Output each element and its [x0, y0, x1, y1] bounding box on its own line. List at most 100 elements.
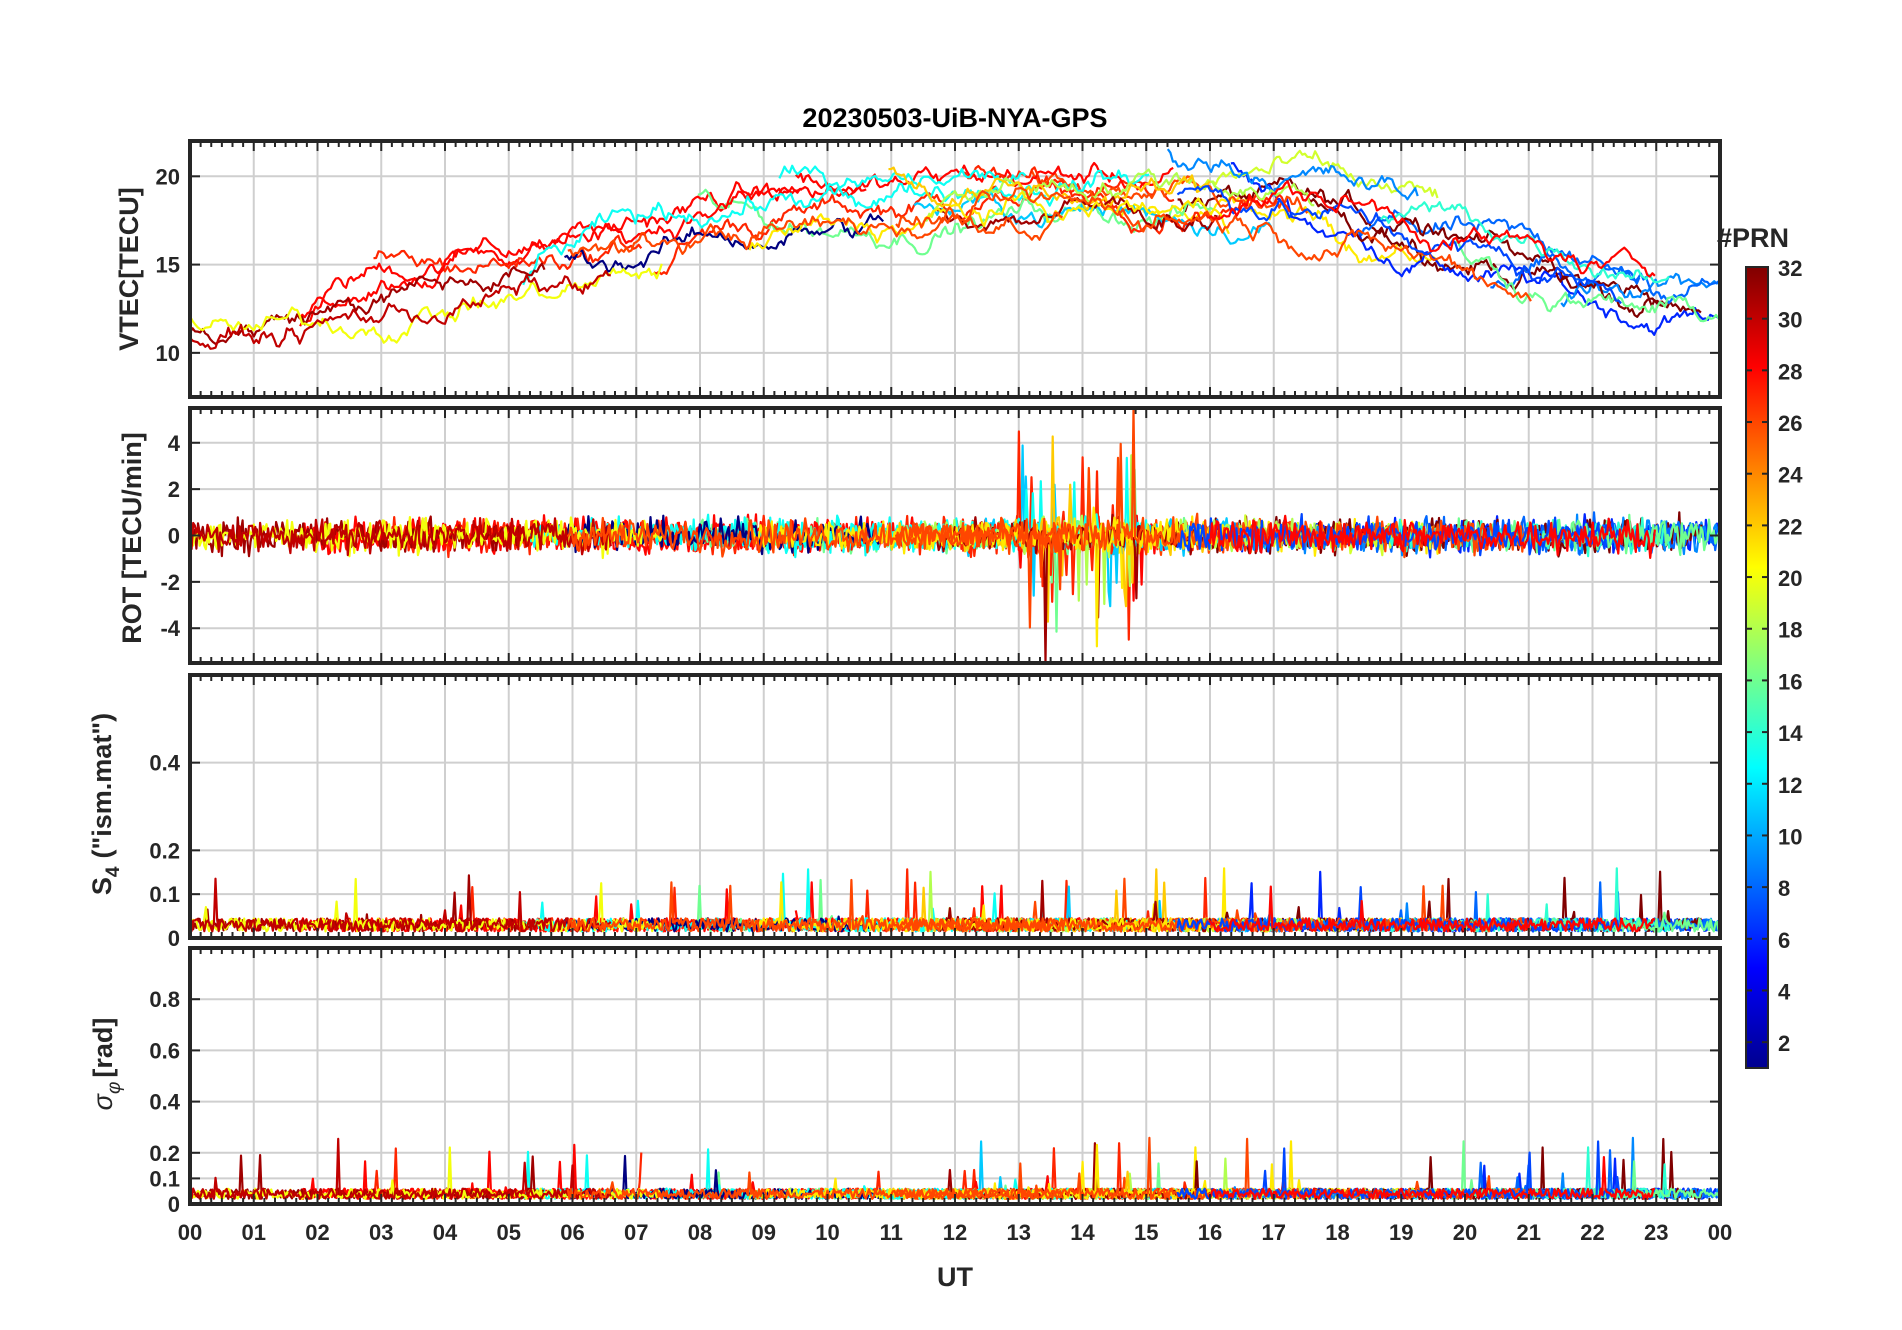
- x-tick-label: 14: [1070, 1220, 1095, 1245]
- colorbar-tick-label: 10: [1778, 824, 1802, 849]
- series-line-prn: [1166, 148, 1419, 201]
- series-line-prn: [1208, 180, 1656, 278]
- colorbar-gradient: [1745, 266, 1769, 1069]
- series-line-prn: [1207, 1156, 1656, 1200]
- colorbar-tick-label: 20: [1778, 566, 1802, 591]
- colorbar-tick-label: 14: [1778, 721, 1803, 746]
- x-tick-label: 19: [1389, 1220, 1413, 1245]
- yticks-rot: -4 -2 0 2 4: [160, 431, 180, 641]
- axes-frame-vtec: [188, 139, 1722, 399]
- series-line-prn: [567, 211, 1064, 257]
- series-line-prn: [1208, 885, 1656, 933]
- y-tick-label: 0: [168, 926, 180, 951]
- series-line-prn: [190, 262, 546, 345]
- series-line-prn: [190, 517, 612, 557]
- x-tick-label: 23: [1644, 1220, 1668, 1245]
- series-line-prn: [564, 213, 885, 273]
- x-tick-label: 11: [880, 1220, 903, 1245]
- series-line-prn: [522, 168, 1027, 286]
- y-tick-label: 0: [168, 1192, 180, 1217]
- series-s4: [190, 867, 1720, 933]
- series-line-prn: [190, 263, 663, 344]
- x-tick-label: 01: [242, 1220, 266, 1245]
- yticks-s4: 0 0.1 0.2 0.4: [149, 751, 180, 951]
- y-tick-label: 10: [156, 341, 180, 366]
- x-tick-label: 02: [305, 1220, 329, 1245]
- x-tick-label: 08: [688, 1220, 712, 1245]
- axes-frame-sigma-phi: [188, 946, 1722, 1206]
- series-rot: [190, 408, 1720, 663]
- series-line-prn: [653, 175, 1175, 276]
- colorbar-tick-label: 24: [1778, 463, 1803, 488]
- grid-s4: [190, 675, 1720, 938]
- x-tick-label: 17: [1262, 1220, 1286, 1245]
- series-line-prn: [895, 884, 1531, 933]
- series-vtec: [190, 148, 1720, 350]
- grid-sigma-phi: [190, 948, 1720, 1204]
- series-line-prn: [1450, 240, 1720, 323]
- x-tick-label: 16: [1198, 1220, 1222, 1245]
- y-tick-label: -4: [160, 616, 180, 641]
- x-tick-label: 13: [1007, 1220, 1031, 1245]
- x-tick-label: 15: [1134, 1220, 1158, 1245]
- series-line-prn: [778, 164, 1150, 209]
- colorbar-label: #PRN: [1717, 223, 1789, 253]
- y-tick-label: 0.4: [149, 751, 180, 776]
- x-tick-label: 00: [178, 1220, 202, 1245]
- ylabel-s4: S4("ism.mat"): [87, 713, 124, 895]
- series-line-prn: [566, 1171, 1064, 1200]
- y-tick-label: 2: [168, 477, 180, 502]
- colorbar-tick-label: 4: [1778, 979, 1791, 1004]
- series-line-prn: [1207, 514, 1656, 559]
- x-tick-label: 00: [1708, 1220, 1732, 1245]
- series-line-prn: [1204, 149, 1439, 199]
- grid-vtec: [190, 141, 1720, 397]
- x-tick-label: 05: [497, 1220, 521, 1245]
- panel-sigma-phi: 00.10.2 0.4 0.6 0.8 σφ[rad]: [88, 946, 1722, 1217]
- x-tick-label: 22: [1580, 1220, 1604, 1245]
- yticks-sigma-phi: 00.10.2 0.4 0.6 0.8: [149, 987, 180, 1217]
- series-line-prn: [748, 191, 1230, 251]
- y-tick-label: 15: [156, 253, 180, 278]
- colorbar-tick-label: 30: [1778, 308, 1802, 333]
- axes-frame-s4: [188, 673, 1722, 940]
- colorbar-tick-label: 2: [1778, 1031, 1790, 1056]
- series-line-prn: [373, 234, 643, 274]
- ylabel-rot: ROT [TECU/min]: [117, 432, 147, 643]
- series-line-prn: [888, 166, 1211, 211]
- y-tick-label: 0.1: [149, 1166, 180, 1191]
- x-tick-label: 03: [369, 1220, 393, 1245]
- series-line-prn: [923, 168, 1315, 222]
- series-sigma-phi: [190, 1136, 1720, 1200]
- colorbar-tick-label: 26: [1778, 411, 1802, 436]
- x-axis-label: UT: [937, 1262, 973, 1292]
- series-line-prn: [748, 468, 1231, 648]
- x-tick-label: 18: [1325, 1220, 1349, 1245]
- x-tick-label: 07: [624, 1220, 648, 1245]
- panel-rot: -4 -2 0 2 4 ROT [TECU/min]: [117, 406, 1722, 665]
- y-tick-label: 4: [168, 431, 181, 456]
- colorbar-tick-label: 22: [1778, 514, 1802, 539]
- series-line-prn: [894, 408, 1532, 591]
- x-tick-label: 09: [752, 1220, 776, 1245]
- series-line-prn: [1176, 185, 1622, 305]
- series-line-prn: [1380, 201, 1670, 284]
- series-line-prn: [299, 181, 867, 327]
- y-tick-label: 0.1: [149, 882, 180, 907]
- y-tick-label: 0: [168, 524, 180, 549]
- x-tick-label: 12: [943, 1220, 967, 1245]
- y-tick-label: 0.4: [149, 1090, 180, 1115]
- colorbar-tick-label: 28: [1778, 359, 1802, 384]
- y-tick-label: 0.8: [149, 987, 180, 1012]
- x-tick-label: 10: [815, 1220, 839, 1245]
- y-tick-label: 0.6: [149, 1038, 180, 1063]
- chart-title: 20230503-UiB-NYA-GPS: [802, 103, 1107, 133]
- axes-frame-rot: [188, 406, 1722, 665]
- x-tick-label: 21: [1517, 1220, 1541, 1245]
- series-line-prn: [190, 877, 612, 933]
- series-line-prn: [298, 186, 803, 319]
- ylabel-sigma-phi: σφ[rad]: [88, 1018, 125, 1111]
- colorbar-tick-label: 16: [1778, 669, 1802, 694]
